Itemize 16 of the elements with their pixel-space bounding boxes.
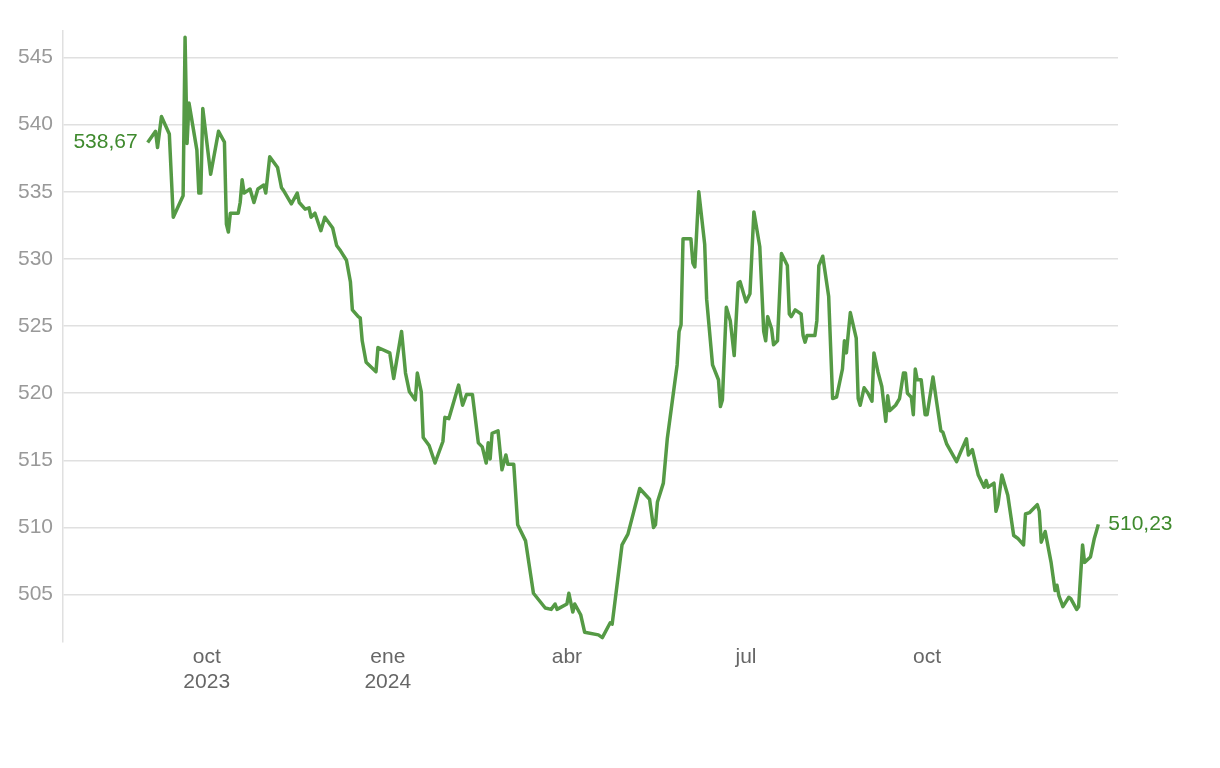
x-tick-label: oct 2023: [183, 644, 231, 693]
x-tick-label: jul: [734, 644, 757, 667]
y-tick-label: 505: [17, 581, 54, 605]
y-tick-label: 530: [17, 245, 54, 269]
y-tick-label: 515: [17, 447, 54, 471]
annotation: 510,23: [1108, 511, 1173, 535]
y-tick-label: 540: [17, 111, 54, 135]
annotation: 538,67: [73, 129, 138, 153]
y-tick-label: 525: [17, 312, 54, 336]
y-tick-label: 520: [17, 379, 54, 403]
x-tick-label: abr: [551, 644, 583, 667]
y-tick-label: 535: [17, 178, 54, 202]
x-tick-label: oct: [913, 644, 942, 667]
x-tick-label: ene 2024: [364, 644, 412, 693]
y-tick-label: 545: [17, 44, 54, 68]
y-tick-label: 510: [17, 514, 54, 538]
